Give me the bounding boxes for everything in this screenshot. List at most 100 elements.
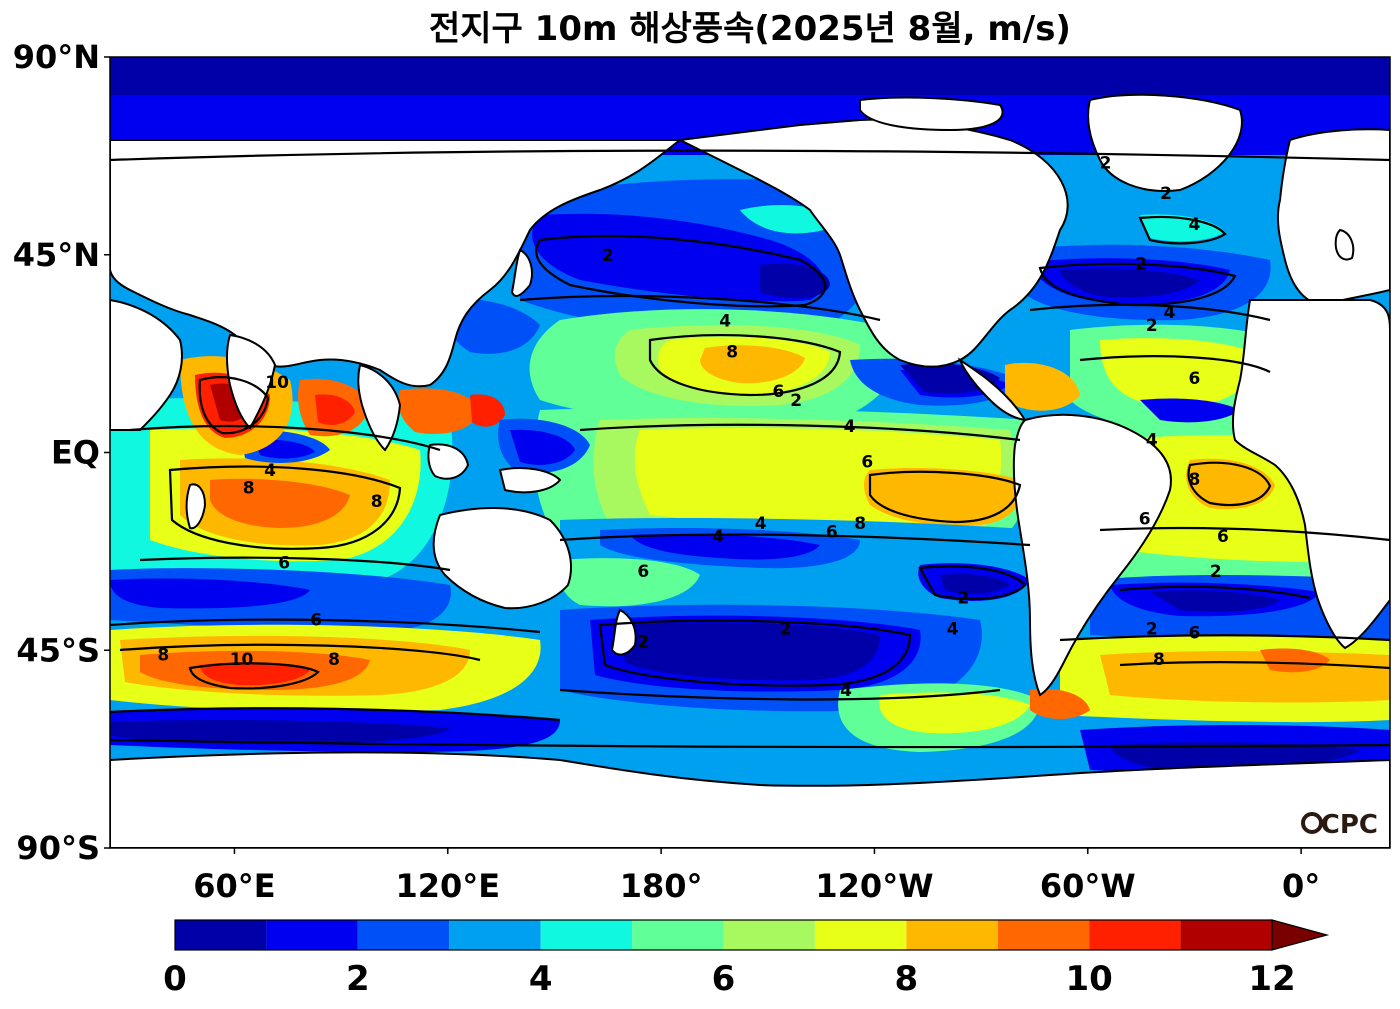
contour-satl-8b xyxy=(1119,661,1390,670)
contour-satl-6 xyxy=(1099,526,1390,542)
uk xyxy=(1334,228,1355,261)
contour-satl-2 xyxy=(1119,585,1311,600)
contour-indian-6 xyxy=(129,424,441,452)
tasman-band xyxy=(558,558,700,607)
contour-label: 6 xyxy=(637,562,649,582)
australia xyxy=(432,507,572,610)
contour-npac-2 xyxy=(535,235,827,308)
contour-label: 6 xyxy=(826,523,838,543)
y-tick-label: 45°S xyxy=(16,631,100,669)
land-masses xyxy=(110,93,1390,848)
africa-west xyxy=(110,298,183,431)
contour-label: 6 xyxy=(1139,509,1151,529)
cpc-logo-ring xyxy=(1301,812,1323,834)
contour-label: 8 xyxy=(726,342,738,362)
colorbar: 0 2 4 6 8 10 12 xyxy=(163,919,1330,999)
x-tick-label: 60°W xyxy=(1040,867,1136,905)
contour-antarctic-2 xyxy=(110,738,1390,749)
contour-natl-sub-4 xyxy=(1138,215,1227,245)
contour-indian-6b xyxy=(139,556,451,572)
contour-lines xyxy=(110,149,1390,749)
southeast-asia xyxy=(357,363,402,452)
colorbar-tick-label: 6 xyxy=(712,959,736,999)
contour-arctic-2 xyxy=(110,149,1390,162)
north-pacific-core xyxy=(760,263,830,299)
india xyxy=(226,333,277,430)
npac-trade-peak xyxy=(700,345,805,384)
contour-label: 8 xyxy=(243,479,255,499)
satl-core xyxy=(1150,590,1280,612)
contour-eqpac-8 xyxy=(868,470,1022,524)
colorbar-segment xyxy=(906,920,998,950)
contour-label: 2 xyxy=(957,589,969,609)
colorbar-segment xyxy=(632,920,724,950)
y-tick-label: 90°S xyxy=(16,829,100,867)
contour-label: 4 xyxy=(719,312,731,332)
contour-spac-2 xyxy=(918,565,1027,600)
contour-label: 8 xyxy=(854,514,866,534)
contour-sindian-4 xyxy=(110,707,561,722)
contour-label: 4 xyxy=(1146,430,1158,450)
contour-label: 6 xyxy=(861,452,873,472)
caribbean-jet-ring xyxy=(1005,362,1080,411)
natl-subpolar-high xyxy=(1140,214,1225,242)
contour-indian-8 xyxy=(168,465,402,550)
wpac-calm xyxy=(510,429,575,465)
contour-label: 2 xyxy=(602,246,614,266)
africa xyxy=(1231,298,1390,650)
contour-label: 4 xyxy=(755,514,767,534)
colorbar-segment xyxy=(814,920,907,950)
contour-label: 4 xyxy=(1164,303,1176,323)
colorbar-tick-label: 8 xyxy=(894,959,918,999)
indian-peak xyxy=(210,478,350,528)
natl-core xyxy=(1060,268,1200,298)
contour-label: 4 xyxy=(1189,215,1201,235)
japan xyxy=(510,248,533,297)
colorbar-segment xyxy=(357,920,450,950)
borneo xyxy=(427,443,470,480)
new-guinea xyxy=(498,467,562,494)
contour-label: 2 xyxy=(1100,153,1112,173)
satl-high xyxy=(1186,458,1275,510)
contour-natl-2 xyxy=(1038,262,1237,307)
x-tick-label: 120°W xyxy=(815,867,933,905)
contour-label: 2 xyxy=(790,391,802,411)
contour-label: 6 xyxy=(1217,527,1229,547)
spac-westerlies-high xyxy=(879,692,1030,734)
contour-npac-6-8 xyxy=(648,334,842,397)
canadian-archipelago xyxy=(859,96,1004,132)
y-tick-label: 45°N xyxy=(13,236,100,274)
contour-label: 4 xyxy=(712,527,724,547)
eurasia xyxy=(110,139,683,388)
se-pacific-peak xyxy=(864,468,1021,526)
sindian-westerlies-core xyxy=(200,662,310,686)
contour-natl-4 xyxy=(1029,303,1271,322)
scs-jet xyxy=(398,388,480,434)
antarctic-indian-core xyxy=(110,720,450,745)
x-tick-label: 120°E xyxy=(395,867,500,905)
contour-sindian-8 xyxy=(119,643,481,662)
contour-label: 6 xyxy=(1189,369,1201,389)
colorbar-tick-label: 2 xyxy=(346,959,370,999)
bengal-jet-core xyxy=(315,394,355,425)
spac-east-core xyxy=(940,574,1010,594)
spac-calm-core xyxy=(630,534,820,560)
satl-westerlies-high xyxy=(1100,651,1390,703)
chart-title: 전지구 10m 해상풍속(2025년 8월, m/s) xyxy=(429,9,1071,49)
contour-label: 6 xyxy=(310,610,322,630)
contour-natl-6 xyxy=(1079,355,1271,373)
colorbar-extend-arrow xyxy=(1271,919,1330,951)
contour-label: 2 xyxy=(1135,255,1147,275)
latitude-axis: 90°N 45°N EQ 45°S 90°S xyxy=(13,38,110,867)
contour-label: 6 xyxy=(773,382,785,402)
europe-north xyxy=(1276,128,1390,307)
contour-label: 10 xyxy=(265,373,289,393)
y-tick-label: 90°N xyxy=(13,38,100,76)
contour-label: 8 xyxy=(371,492,383,512)
contour-label: 8 xyxy=(328,650,340,670)
contour-label: 6 xyxy=(1189,624,1201,644)
colorbar-segment xyxy=(175,920,267,950)
